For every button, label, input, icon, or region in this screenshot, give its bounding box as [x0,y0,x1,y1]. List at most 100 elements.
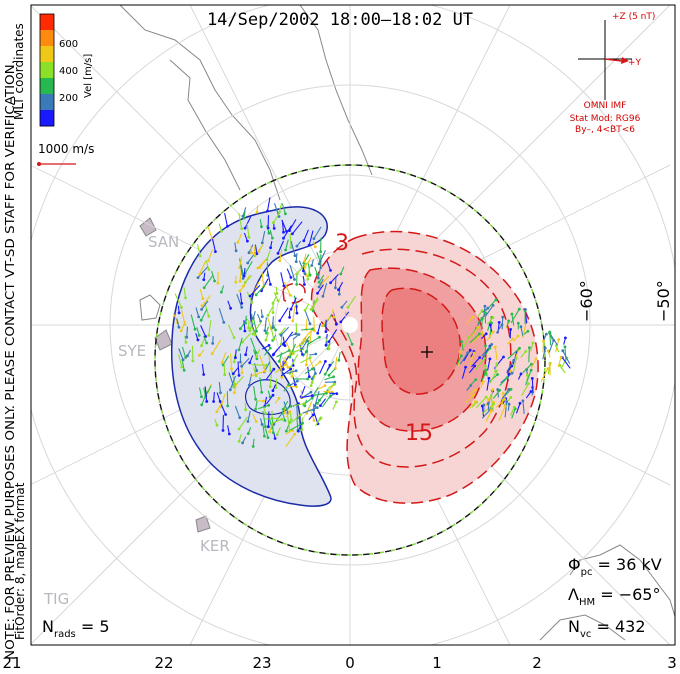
velocity-vector [456,355,462,366]
vector-origin [312,419,316,422]
velocity-vector [290,241,296,256]
velocity-vector [181,346,187,358]
velocity-vector [275,378,278,388]
vector-origin [244,408,248,412]
vector-origin [250,251,254,255]
velocity-vector [310,375,316,386]
velocity-vector [219,400,227,415]
vector-origin [317,280,321,284]
vector-origin [271,326,274,330]
velocity-vector [183,287,187,298]
velocity-vector [286,370,297,375]
vector-origin [274,328,277,332]
velocity-vector [292,306,296,321]
velocity-vector [257,259,266,269]
vector-origin [486,402,490,406]
vector-origin [191,359,195,363]
velocity-vector [495,324,503,334]
vector-origin [226,224,229,228]
vector-origin [304,363,308,367]
velocity-vector [247,410,251,422]
velocity-vector [211,270,216,282]
velocity-vector [234,242,237,251]
vector-origin [184,356,188,359]
vector-origin [460,340,463,343]
velocity-vector [512,357,517,373]
vector-origin [267,403,271,407]
vector-origin [234,249,238,253]
velocity-vector [277,202,283,214]
vector-origin [282,343,285,346]
velocity-vector [269,371,273,387]
velocity-vector [261,272,265,287]
vector-origin [242,274,246,278]
velocity-vector [283,225,292,239]
vector-origin [350,342,354,346]
velocity-vector [259,377,263,393]
velocity-vector [326,260,332,271]
vector-origin [212,400,216,403]
velocity-vector [289,233,292,248]
velocity-vector [501,317,504,330]
vector-origin [467,335,471,339]
velocity-vector [290,422,303,431]
vector-origin [265,331,268,335]
vector-origin [311,309,315,313]
velocity-vector [525,369,532,386]
velocity-vector [485,410,492,422]
vector-origin [507,387,511,391]
velocity-vector [238,416,248,430]
vector-origin [262,399,265,403]
vector-origin [274,386,278,389]
velocity-vector [289,219,297,231]
velocity-vector [299,340,306,349]
velocity-vector [270,418,283,425]
vector-origin [507,372,511,376]
velocity-vector [203,275,214,289]
velocity-vector [279,307,289,322]
velocity-vector [190,314,196,330]
vector-origin [293,278,296,281]
vector-origin [213,279,217,283]
vector-origin [184,340,188,344]
vector-origin [324,330,328,333]
velocity-vector [288,414,302,425]
velocity-vector [308,358,315,370]
velocity-vector [255,400,258,410]
vector-origin [546,349,550,353]
vector-origin [481,380,485,384]
vector-origin [232,385,236,389]
velocity-vector [250,337,257,353]
vector-origin [264,363,268,367]
velocity-vector [465,394,475,404]
vector-origin [254,397,257,401]
vector-origin [319,404,322,407]
vector-origin [314,352,318,356]
velocity-vector [522,363,532,374]
vector-origin [241,277,245,280]
vector-origin [530,362,533,366]
vector-origin [179,329,183,333]
velocity-vector [316,252,321,262]
vector-origin [301,353,304,356]
vector-origin [306,377,309,381]
vector-origin [492,402,495,406]
vector-origin [488,357,492,361]
velocity-vector [325,336,330,349]
velocity-vector [338,351,341,361]
stats: Φpc = 36 kV ΛHM = −65° Nvc = 432 Nrads =… [42,555,662,640]
vector-origin [246,432,250,435]
latitude-label-50: −50° [654,280,673,322]
vector-origin [491,316,495,319]
vector-origin [318,335,321,339]
velocity-vector [289,380,298,387]
velocity-vector [201,300,209,310]
velocity-vector [312,297,319,309]
velocity-vector [475,396,487,409]
vector-origin [272,337,276,341]
vector-origin [509,396,513,399]
vector-origin [495,369,498,373]
velocity-vector [521,383,529,396]
vector-origin [200,304,204,308]
